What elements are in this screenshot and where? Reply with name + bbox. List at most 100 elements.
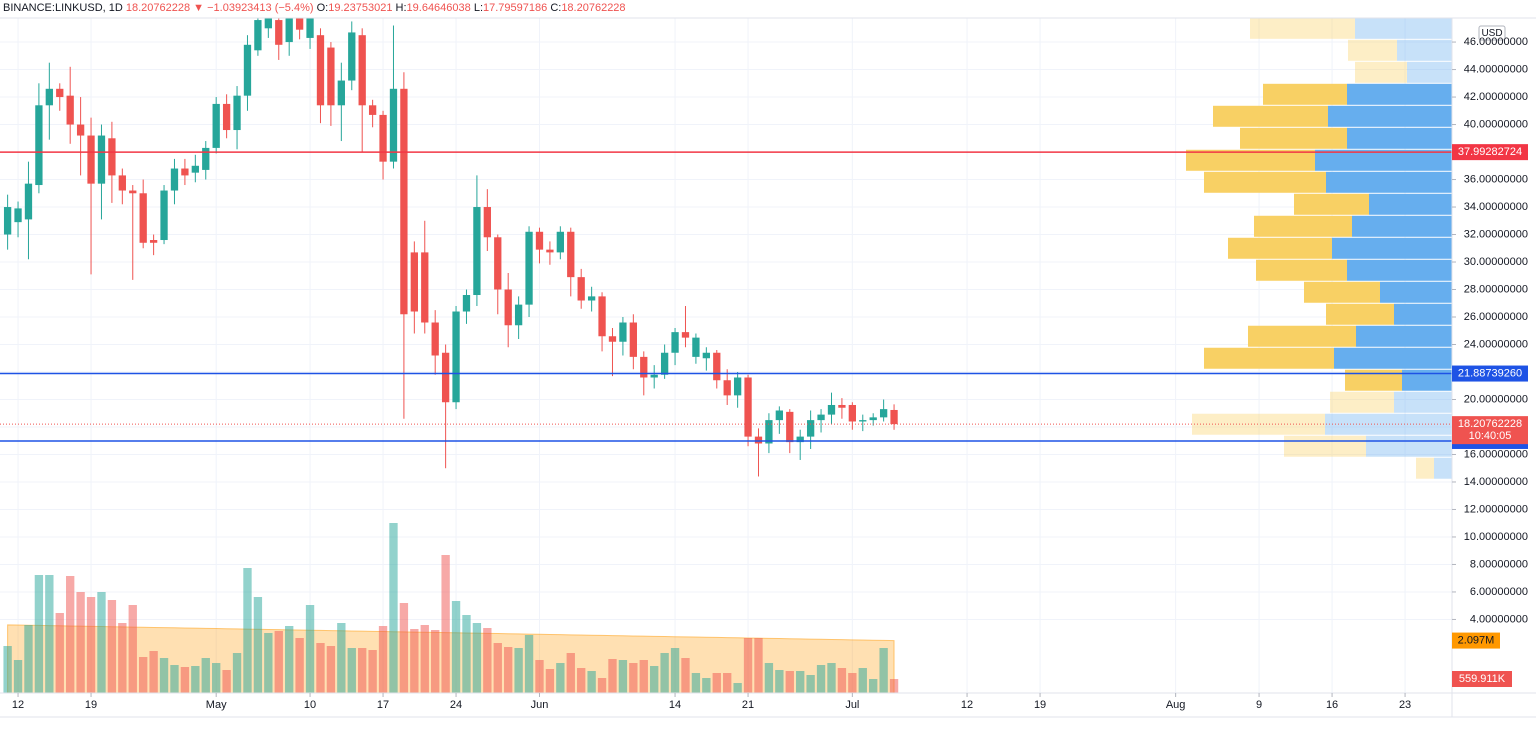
candle-body — [316, 35, 325, 106]
candle-body — [170, 168, 179, 191]
profile-up — [1402, 369, 1452, 391]
profile-down — [1254, 215, 1352, 237]
volume-bar — [191, 666, 200, 693]
volume-bar — [347, 648, 356, 693]
y-tick-label: 44.00000000 — [1464, 63, 1528, 75]
volume-bar — [889, 679, 899, 693]
candle-body — [796, 436, 804, 443]
y-tick-label: 46.00000000 — [1464, 36, 1528, 48]
candle-body — [295, 18, 304, 30]
candle-body — [838, 404, 846, 408]
profile-up — [1394, 303, 1452, 325]
candle-body — [827, 404, 836, 415]
candle-body — [97, 135, 106, 184]
price-line-label: 37.99282724 — [1458, 146, 1522, 158]
volume-bar — [410, 629, 419, 693]
candle-body — [285, 18, 293, 43]
profile-down — [1248, 325, 1356, 347]
current-price-label: 18.20762228 — [1458, 418, 1522, 430]
candle-body — [431, 322, 439, 356]
candle-body — [577, 277, 585, 301]
y-tick-label: 8.00000000 — [1470, 558, 1528, 570]
volume-bar — [24, 625, 33, 693]
volume-bar — [827, 663, 836, 693]
legend-header: BINANCE:LINKUSD, 1D 18.20762228 ▼ −1.039… — [3, 1, 626, 15]
candle-body — [765, 420, 773, 444]
volume-bar — [358, 648, 367, 693]
profile-up — [1347, 127, 1452, 149]
y-tick-label: 40.00000000 — [1464, 118, 1528, 130]
volume-bar — [295, 638, 304, 693]
volume-bar — [754, 638, 763, 693]
volume-bar — [86, 597, 96, 693]
volume-bar — [837, 668, 847, 693]
profile-up — [1334, 347, 1452, 369]
volume-bar — [869, 679, 878, 693]
candle-body — [129, 190, 137, 194]
close-label: C: — [550, 2, 562, 14]
profile-up — [1434, 457, 1452, 479]
y-tick-label: 28.00000000 — [1464, 283, 1528, 295]
profile-down — [1204, 347, 1334, 369]
volume-bar — [806, 675, 815, 693]
volume-bar — [201, 658, 210, 693]
candle-body — [598, 296, 606, 337]
profile-down — [1348, 39, 1397, 61]
candle-body — [306, 18, 314, 38]
candle-body — [817, 414, 825, 421]
profile-up — [1394, 391, 1452, 413]
candle-body — [723, 380, 731, 396]
candle-body — [421, 252, 429, 323]
volume-bar — [13, 660, 23, 693]
volume-bar — [76, 592, 85, 693]
current-price-tag — [1452, 416, 1528, 445]
profile-up — [1355, 18, 1452, 39]
candle-body — [483, 207, 491, 238]
candle-body — [181, 168, 189, 176]
x-tick-label: 21 — [742, 699, 754, 711]
candle-body — [3, 207, 12, 235]
candle-body — [660, 352, 669, 375]
candle-body — [587, 296, 596, 301]
y-tick-label: 4.00000000 — [1470, 613, 1528, 625]
volume-bar — [55, 613, 64, 693]
candle-body — [775, 410, 783, 421]
plot-area — [0, 18, 1452, 693]
candle-body — [118, 175, 126, 191]
volume-bar — [702, 678, 711, 693]
candle-body — [473, 207, 481, 296]
y-tick-label: 42.00000000 — [1464, 91, 1528, 103]
volume-tag — [1452, 671, 1512, 688]
profile-down — [1304, 281, 1380, 303]
candle-body — [494, 237, 502, 290]
candle-body — [243, 44, 252, 96]
y-tick-label: 14.00000000 — [1464, 476, 1528, 488]
y-tick-label: 24.00000000 — [1464, 338, 1528, 350]
price-line-tag — [1452, 144, 1528, 161]
y-tick-label: 32.00000000 — [1464, 228, 1528, 240]
y-tick-label: 34.00000000 — [1464, 201, 1528, 213]
low-label: L: — [473, 2, 484, 14]
volume-bar — [629, 663, 638, 693]
y-tick-label: 26.00000000 — [1464, 311, 1528, 323]
candle-body — [650, 374, 658, 378]
symbol: BINANCE:LINKUSD, 1D — [3, 2, 123, 14]
candle-body — [556, 231, 564, 253]
x-tick-label: May — [206, 699, 227, 711]
candle-body — [368, 105, 377, 115]
volume-bar — [879, 648, 888, 693]
candle-body — [702, 352, 710, 359]
profile-down — [1204, 171, 1326, 193]
volume-bar — [66, 576, 75, 693]
profile-up — [1347, 259, 1452, 281]
volume-bar — [796, 671, 805, 693]
candle-body — [410, 252, 418, 312]
low-value: 17.79597186 — [483, 2, 548, 14]
candle-body — [358, 35, 366, 106]
volume-bar — [577, 668, 586, 693]
profile-up — [1369, 193, 1452, 215]
profile-down — [1186, 149, 1315, 171]
candle-body — [348, 32, 356, 81]
volume-bar — [431, 630, 440, 693]
